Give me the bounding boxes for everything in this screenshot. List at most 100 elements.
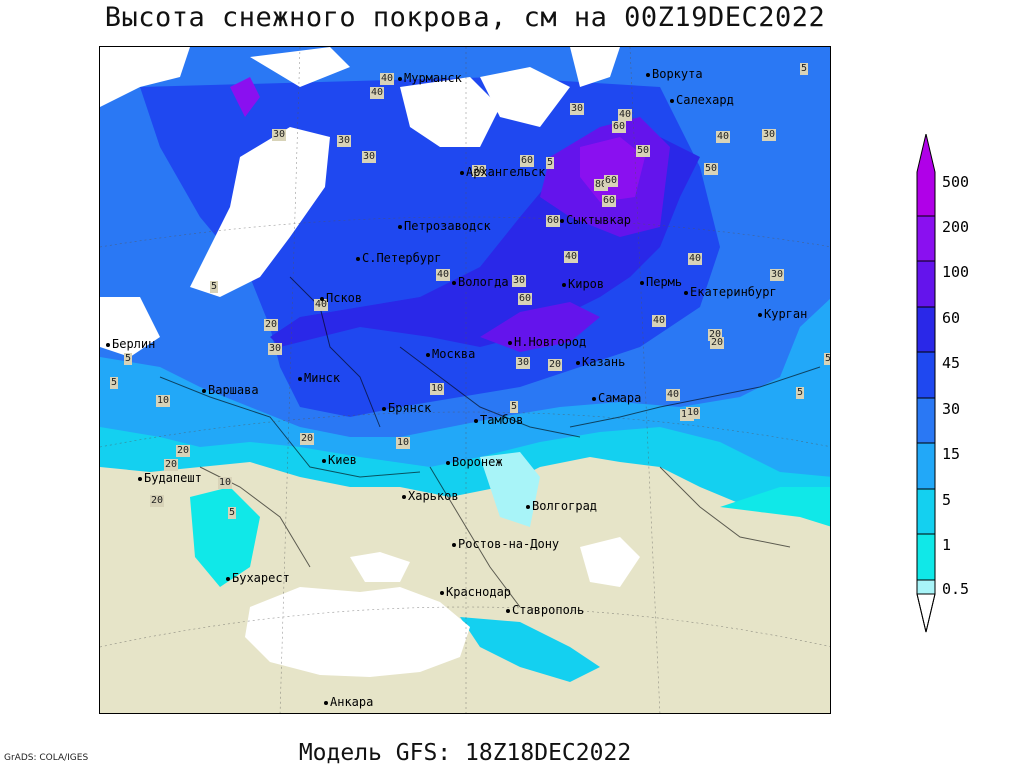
city-label: Минск: [298, 371, 340, 385]
city-label: Волгоград: [526, 499, 597, 513]
city-label: Ставрополь: [506, 603, 584, 617]
city-label: Казань: [576, 355, 625, 369]
city-dot: [452, 280, 456, 285]
city-name: Брянск: [388, 401, 432, 415]
city-name: Харьков: [408, 489, 459, 503]
software-credit: GrADS: COLA/IGES: [4, 753, 89, 763]
city-name: Вологда: [458, 275, 509, 289]
snow-depth-map: 40 40 30 30 60 30 40 60 80 40 30 30 60 3…: [99, 46, 831, 714]
city-name: Самара: [598, 391, 642, 405]
city-name: Киев: [328, 453, 357, 467]
contour-label: 60: [612, 121, 627, 133]
contour-label: 5: [228, 507, 237, 519]
contour-label: 60: [604, 175, 619, 187]
city-dot: [446, 460, 450, 465]
legend-label: 100: [942, 263, 970, 281]
contour-label: 20: [164, 459, 179, 471]
legend-label: 15: [942, 445, 961, 463]
contour-label: 60: [546, 215, 561, 227]
city-label: Псков: [320, 291, 362, 305]
city-name: Минск: [304, 371, 341, 385]
city-label: Ростов-на-Дону: [452, 537, 559, 551]
city-dot: [298, 376, 302, 381]
city-label: Анкара: [324, 695, 373, 709]
city-name: Берлин: [112, 337, 156, 351]
contour-label: 20: [150, 495, 165, 507]
map-title: Высота снежного покрова, см на 00Z19DEC2…: [104, 2, 826, 33]
contour-label: 40: [564, 251, 579, 263]
city-label: Мурманск: [398, 71, 462, 85]
contour-label: 40: [314, 299, 329, 311]
contour-label: 10: [686, 407, 701, 419]
city-dot: [758, 312, 762, 317]
contour-label: 20: [176, 445, 191, 457]
city-dot: [460, 170, 464, 175]
city-name: Киров: [568, 277, 605, 291]
contour-label: 5: [800, 63, 809, 75]
city-label: Воронеж: [446, 455, 503, 469]
legend-swatch: [917, 172, 935, 216]
city-label: Архангельск: [460, 165, 545, 179]
contour-label: 10: [396, 437, 411, 449]
contour-label: 50: [636, 145, 651, 157]
city-label: Киев: [322, 453, 357, 467]
model-subtitle: Модель GFS: 18Z18DEC2022: [298, 740, 632, 766]
city-name: Сыктывкар: [566, 213, 632, 227]
legend-label: 5: [942, 491, 952, 509]
legend-label: 1: [942, 536, 952, 554]
city-dot: [560, 218, 564, 223]
city-name: Курган: [764, 307, 808, 321]
city-name: Бухарест: [232, 571, 290, 585]
contour-label: 5: [796, 387, 805, 399]
city-label: Тамбов: [474, 413, 523, 427]
city-dot: [138, 476, 142, 481]
city-label: Салехард: [670, 93, 734, 107]
contour-label: 40: [370, 87, 385, 99]
city-name: Н.Новгород: [514, 335, 587, 349]
map-shading: [100, 47, 830, 713]
legend-swatch-bottom: [916, 593, 936, 633]
city-label: Курган: [758, 307, 807, 321]
legend-swatch: [917, 398, 935, 443]
city-dot: [402, 494, 406, 499]
legend-swatch: [917, 307, 935, 352]
legend-colorbar: [916, 134, 936, 633]
contour-label: 5: [210, 281, 219, 293]
city-name: Архангельск: [466, 165, 546, 179]
city-label: Бухарест: [226, 571, 290, 585]
contour-label: 30: [337, 135, 352, 147]
legend-label: 45: [942, 354, 961, 372]
legend-swatch: [917, 216, 935, 261]
contour-label: 30: [570, 103, 585, 115]
city-name: Екатеринбург: [690, 285, 777, 299]
contour-label: 30: [770, 269, 785, 281]
legend-swatch: [917, 580, 935, 594]
contour-label: 30: [272, 129, 287, 141]
city-dot: [106, 342, 110, 347]
city-label: Петрозаводск: [398, 219, 491, 233]
legend-swatch: [917, 443, 935, 489]
legend-label: 200: [942, 218, 970, 236]
contour-label: 40: [666, 389, 681, 401]
city-dot: [426, 352, 430, 357]
city-name: Салехард: [676, 93, 734, 107]
city-dot: [670, 98, 674, 103]
city-label: Самара: [592, 391, 641, 405]
city-dot: [684, 290, 688, 295]
city-dot: [320, 296, 324, 301]
city-dot: [398, 76, 402, 81]
city-name: Анкара: [330, 695, 374, 709]
contour-label: 10: [156, 395, 171, 407]
contour-label: 5: [546, 157, 555, 169]
city-label: Н.Новгород: [508, 335, 586, 349]
city-label: Екатеринбург: [684, 285, 777, 299]
city-label: Москва: [426, 347, 475, 361]
city-dot: [322, 458, 326, 463]
city-name: Волгоград: [532, 499, 598, 513]
contour-label: 5: [824, 353, 831, 365]
city-dot: [508, 340, 512, 345]
contour-label: 30: [516, 357, 531, 369]
city-name: Тамбов: [480, 413, 524, 427]
legend-swatch: [917, 489, 935, 534]
city-dot: [398, 224, 402, 229]
